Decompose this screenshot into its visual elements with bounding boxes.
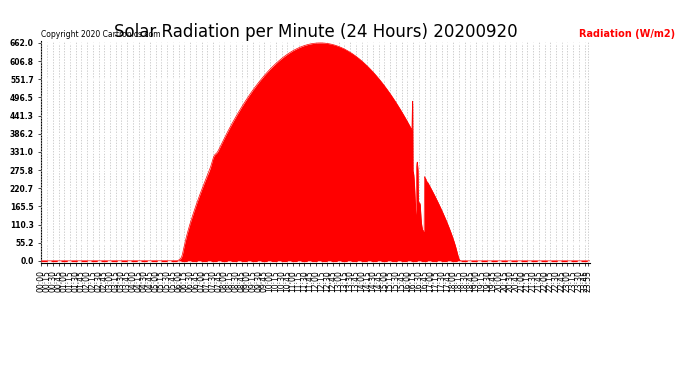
Title: Solar Radiation per Minute (24 Hours) 20200920: Solar Radiation per Minute (24 Hours) 20… [114,23,518,41]
Text: Radiation (W/m2): Radiation (W/m2) [579,29,675,39]
Text: Copyright 2020 Cartronics.com: Copyright 2020 Cartronics.com [41,30,161,39]
